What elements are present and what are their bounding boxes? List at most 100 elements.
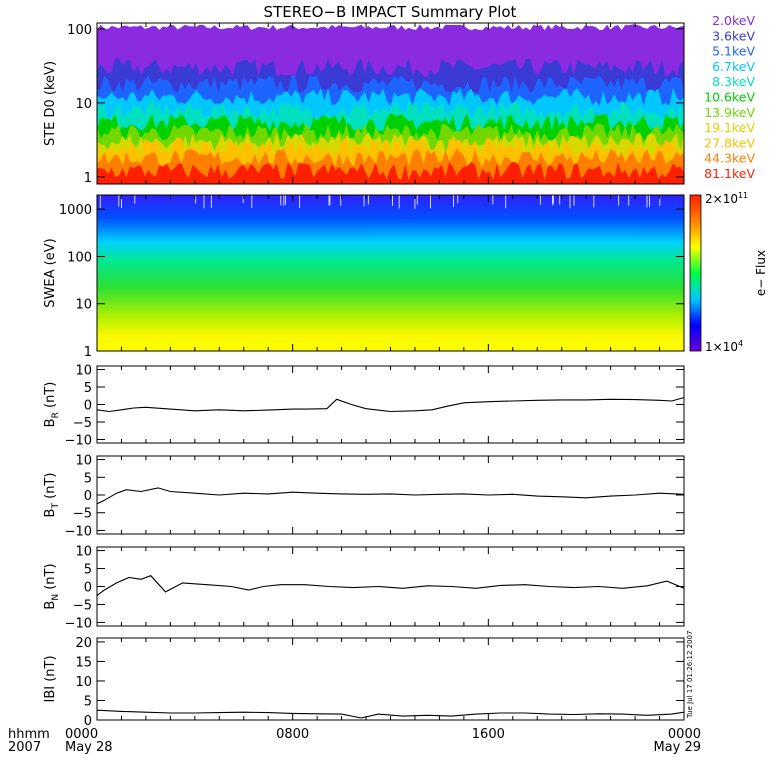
heatmap-gap: [552, 195, 554, 204]
y-tick-label: 0: [84, 714, 92, 729]
panel-3: 10 5 0 −5 −10 BT (nT): [43, 454, 685, 539]
heatmap-gap: [539, 195, 541, 205]
y-tick-label: 10: [75, 545, 92, 560]
y-tick-label: 10: [75, 675, 92, 690]
heatmap-gap: [569, 195, 571, 209]
y-tick-label: 10: [75, 454, 92, 469]
heatmap-gap: [329, 195, 331, 206]
heatmap-gap: [203, 195, 205, 209]
y-tick-label: −5: [73, 507, 92, 522]
y-tick-label: −10: [65, 616, 92, 631]
swea-heatmap: [97, 195, 684, 351]
heatmap-gap: [242, 195, 244, 204]
heatmap-gap: [99, 195, 101, 208]
panel-1: 1000 100 10 1 SWEA (eV): [43, 194, 685, 360]
panel-5: 20 15 10 5 0 IBI (nT): [43, 636, 685, 729]
heatmap-gap: [210, 195, 212, 208]
x-tick-label: 1600: [472, 727, 505, 742]
legend-item: 6.7keV: [712, 59, 755, 74]
energy-legend: 2.0keV3.6keV5.1keV6.7keV8.3keV10.6keV13.…: [704, 13, 755, 181]
heatmap-gap: [328, 195, 330, 206]
heatmap-gap: [118, 195, 120, 207]
corner-label: 2007: [8, 740, 41, 755]
y-tick-label: −10: [65, 434, 92, 449]
heatmap-gap: [283, 195, 285, 206]
panel-4: 10 5 0 −5 −10 BN (nT): [43, 545, 685, 631]
y-tick-label: 5: [84, 563, 92, 578]
x-tick-label: 0000: [65, 727, 98, 742]
heatmap-gap: [659, 195, 661, 206]
y-axis-label: BN (nT): [43, 563, 61, 609]
x-date-label: May 29: [653, 740, 701, 755]
heatmap-gap: [363, 195, 365, 207]
colorbar: [689, 194, 702, 352]
y-tick-label: 5: [84, 694, 92, 709]
y-tick-label: 0: [84, 581, 92, 596]
heatmap-gap: [618, 195, 620, 206]
heatmap-gap: [121, 195, 122, 209]
heatmap-gap: [649, 195, 650, 207]
y-label-main: B: [43, 509, 58, 518]
y-tick-label: 0: [84, 399, 92, 414]
y-tick-label: 1: [84, 345, 92, 360]
y-label-main: B: [43, 418, 58, 427]
heatmap-gap: [646, 195, 648, 208]
heatmap-gap: [134, 195, 136, 204]
y-tick-label: −5: [73, 598, 92, 613]
legend-item: 19.1keV: [704, 120, 755, 135]
heatmap-gap: [593, 195, 595, 208]
y-tick-label: −5: [73, 416, 92, 431]
panel-frame: [96, 365, 685, 444]
heatmap-gap: [505, 195, 507, 209]
y-tick-label: 100: [67, 23, 92, 38]
y-label-main: B: [43, 601, 58, 610]
y-tick-label: 10: [75, 298, 92, 313]
y-tick-label: 0: [84, 489, 92, 504]
panel-0: 100 10 1 STE D0 (keV): [43, 22, 685, 186]
heatmap-gap: [398, 195, 400, 209]
y-axis-label: BR (nT): [43, 382, 61, 428]
legend-item: 3.6keV: [712, 28, 755, 43]
colorbar-label: e− Flux: [754, 250, 768, 296]
heatmap-gap: [195, 195, 197, 204]
y-label-sub: R: [51, 412, 61, 418]
heatmap-gap: [416, 195, 418, 205]
y-tick-label: −10: [65, 524, 92, 539]
panel-frame: [96, 637, 685, 721]
x-tick-label: 0800: [276, 727, 309, 742]
x-date-label: May 28: [65, 740, 113, 755]
heatmap-gap: [392, 195, 393, 206]
heatmap-gap: [414, 195, 416, 209]
y-tick-label: 5: [84, 471, 92, 486]
y-tick-label: 1000: [59, 203, 92, 218]
legend-item: 2.0keV: [712, 13, 755, 28]
legend-item: 27.8keV: [704, 135, 755, 150]
series-line: [96, 487, 685, 505]
series-line: [96, 396, 685, 413]
heatmap-gap: [573, 195, 575, 206]
heatmap-gap: [367, 195, 369, 205]
series-area-10: [97, 161, 684, 184]
legend-item: 5.1keV: [712, 44, 755, 59]
heatmap-gap: [552, 195, 554, 206]
panel-2: 10 5 0 −5 −10 BR (nT): [43, 364, 685, 449]
heatmap-gap: [430, 195, 431, 209]
heatmap-gap: [559, 195, 561, 205]
y-axis-label: STE D0 (keV): [43, 61, 58, 146]
heatmap-gap: [628, 195, 630, 206]
y-label-unit: (nT): [43, 382, 58, 412]
flux-colorbar: 2×1011 1×104 e− Flux: [689, 191, 768, 354]
y-label-unit: (nT): [43, 473, 58, 503]
heatmap-gap: [251, 195, 253, 209]
x-tick-label: 0000: [668, 727, 701, 742]
heatmap-gap: [492, 195, 494, 205]
heatmap-gap: [453, 195, 454, 207]
timestamp: Tue Jul 17 01:26:12 2007: [686, 631, 694, 719]
corner-label: hhmm: [8, 727, 50, 742]
series-line: [96, 709, 685, 719]
y-tick-label: 5: [84, 381, 92, 396]
series-line: [96, 575, 685, 596]
panel-frame: [96, 455, 685, 535]
